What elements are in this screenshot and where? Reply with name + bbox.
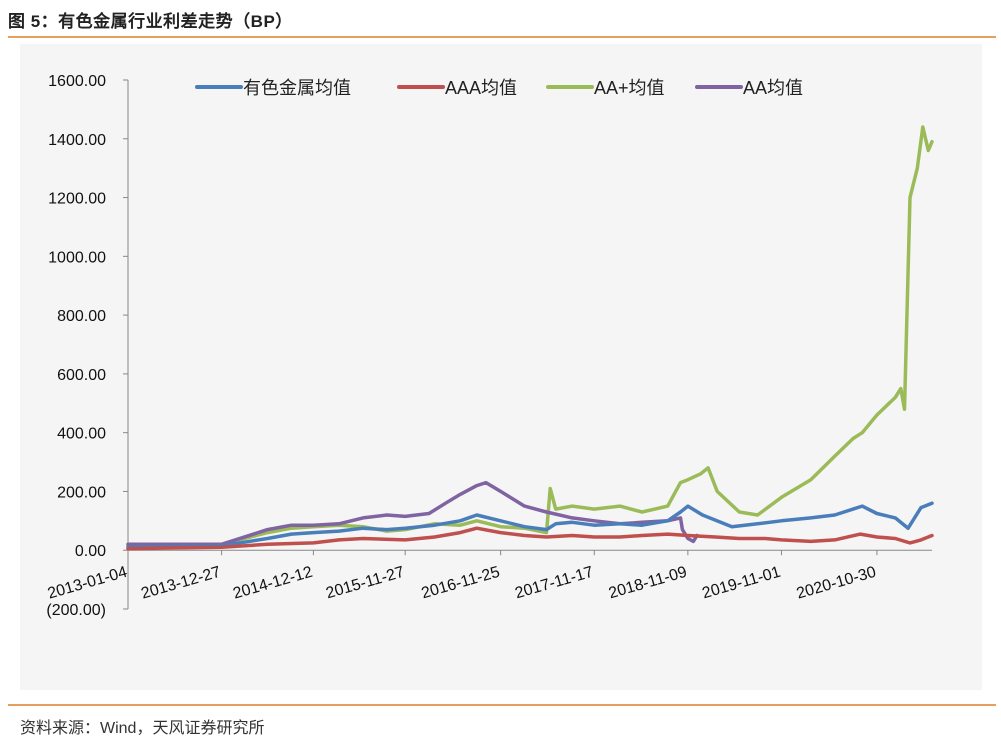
x-tick-label: 2014-12-12 [231, 564, 314, 603]
y-tick-label: 1400.00 [48, 132, 106, 149]
x-tick-label: 2019-11-01 [700, 564, 782, 603]
x-tick-label: 2013-12-27 [139, 564, 222, 603]
y-tick-label: 200.00 [57, 484, 106, 501]
series-line-3 [126, 125, 934, 548]
x-tick-label: 2015-11-27 [324, 564, 406, 603]
y-tick-label: 800.00 [57, 308, 106, 325]
series-line-4 [126, 480, 699, 547]
legend-label-4: AA均值 [743, 78, 803, 98]
series-line-2 [126, 526, 934, 551]
x-tick-label: 2018-11-09 [607, 564, 689, 603]
legend-label-1: 有色金属均值 [243, 78, 351, 98]
chart-area-background [20, 44, 982, 690]
axes: (200.00) 0.00 200.00 400.00 600.00 800.00 1000… [46, 73, 932, 619]
y-tick-label: 1600.00 [48, 73, 106, 90]
y-tick-label: 1200.00 [48, 191, 106, 208]
x-tick-label: 2013-01-04 [46, 564, 129, 603]
y-tick-label: 0.00 [75, 543, 106, 560]
legend: 有色金属均值 AAA均值 AA+均值 AA均值 [195, 78, 803, 98]
y-tick-label: (200.00) [46, 602, 106, 619]
y-tick-label: 1000.00 [48, 249, 106, 266]
series-line-1 [126, 501, 934, 550]
legend-label-3: AA+均值 [594, 78, 665, 98]
y-tick-label: 600.00 [57, 367, 106, 384]
series-lines [126, 125, 934, 551]
x-tick-label: 2017-11-17 [513, 564, 595, 603]
footer-divider [8, 704, 996, 706]
x-tick-label: 2016-11-25 [420, 564, 502, 603]
source-note: 资料来源：Wind，天风证券研究所 [20, 720, 265, 737]
legend-label-2: AAA均值 [445, 78, 517, 98]
chart-title: 图 5：有色金属行业利差走势（BP） [8, 12, 293, 31]
title-divider [8, 36, 996, 38]
x-tick-label: 2020-10-30 [795, 564, 878, 603]
y-tick-label: 400.00 [57, 426, 106, 443]
